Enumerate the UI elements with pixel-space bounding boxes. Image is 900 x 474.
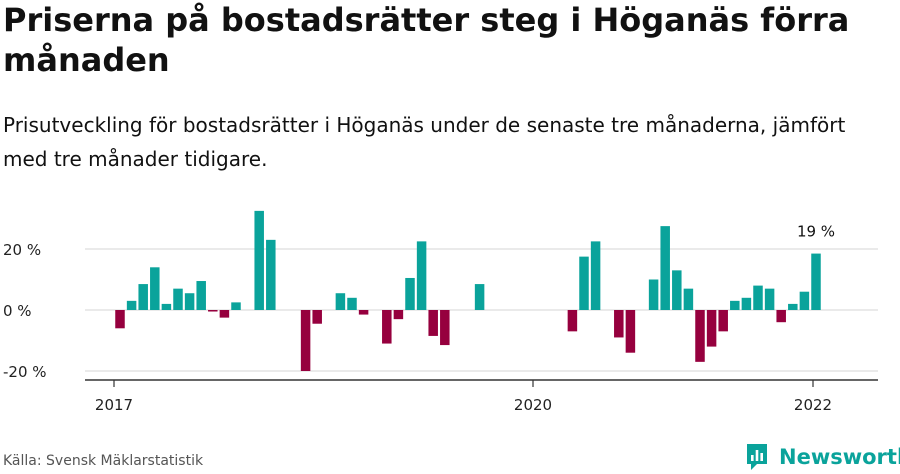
x-tick-label: 2022	[794, 396, 832, 414]
bar	[776, 310, 786, 323]
bar	[358, 310, 369, 315]
bar	[115, 310, 125, 329]
bar	[312, 310, 322, 324]
newsworthy-logo: Newsworthy	[745, 442, 900, 472]
bar	[695, 310, 705, 362]
chart-title: Priserna på bostadsrätter steg i Höganäs…	[3, 1, 850, 79]
bar	[648, 279, 659, 310]
bar	[474, 284, 485, 310]
bar	[764, 288, 775, 310]
bar	[718, 310, 728, 332]
bar	[428, 310, 438, 336]
bar	[300, 310, 311, 371]
bar	[150, 267, 160, 310]
bar	[382, 310, 392, 344]
bar-chart: 20 % 0 % -20 % 2017 2020 2022 19 %	[3, 210, 878, 414]
chart-subtitle: Prisutveckling för bostadsrätter i Högan…	[3, 113, 846, 171]
bar	[393, 310, 404, 320]
y-tick-label: -20 %	[3, 363, 47, 381]
bar	[625, 310, 636, 353]
bar	[184, 293, 195, 310]
bar	[405, 277, 415, 310]
x-tick-label: 2017	[95, 396, 133, 414]
bar	[161, 303, 172, 310]
bar	[335, 293, 346, 310]
bar	[567, 310, 578, 332]
bar	[672, 270, 682, 310]
last-value-label: 19 %	[797, 223, 835, 241]
bar	[614, 310, 624, 338]
bar	[799, 291, 810, 310]
bar	[788, 303, 798, 310]
source-note: Källa: Svensk Mäklarstatistik	[3, 453, 204, 469]
x-tick-label: 2020	[514, 396, 552, 414]
bar	[590, 241, 601, 310]
bar	[126, 300, 137, 310]
bar	[811, 253, 821, 310]
bar	[208, 310, 218, 312]
bar	[231, 302, 241, 310]
y-tick-label: 0 %	[3, 302, 32, 320]
bar	[138, 284, 148, 310]
bar	[254, 210, 264, 310]
bar	[753, 285, 763, 310]
bar	[660, 226, 670, 310]
bar	[683, 288, 694, 310]
bar	[416, 241, 427, 310]
bar	[440, 310, 450, 346]
bar	[219, 310, 230, 318]
bar	[706, 310, 717, 347]
bar	[347, 297, 357, 310]
bar	[173, 288, 183, 310]
bar	[579, 256, 589, 310]
bar	[196, 281, 206, 310]
y-tick-label: 20 %	[3, 241, 41, 259]
bar	[266, 239, 276, 310]
newsworthy-logo-icon	[747, 444, 767, 470]
bar	[730, 300, 740, 310]
brand-name: Newsworthy	[779, 445, 900, 469]
bar	[741, 297, 752, 310]
